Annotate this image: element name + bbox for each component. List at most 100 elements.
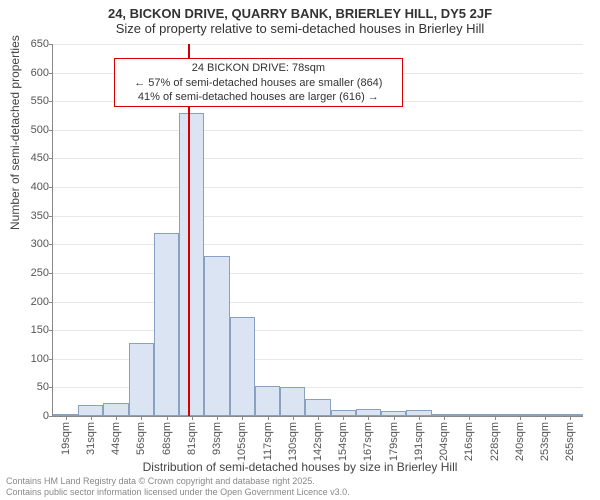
footer-line2: Contains public sector information licen… — [6, 487, 350, 498]
x-tick-mark — [116, 416, 117, 420]
histogram-bar — [129, 343, 154, 416]
footer-line1: Contains HM Land Registry data © Crown c… — [6, 476, 350, 487]
gridline-h — [53, 330, 583, 331]
y-tick-label: 300 — [31, 238, 49, 250]
x-tick-mark — [343, 416, 344, 420]
gridline-h — [53, 158, 583, 159]
x-tick-label: 216sqm — [463, 422, 475, 461]
annotation-box: 24 BICKON DRIVE: 78sqm← 57% of semi-deta… — [114, 58, 403, 107]
y-tick-mark — [49, 130, 53, 131]
gridline-h — [53, 130, 583, 131]
y-tick-label: 0 — [43, 410, 49, 422]
y-tick-label: 550 — [31, 95, 49, 107]
x-tick-label: 105sqm — [236, 422, 248, 461]
x-tick-mark — [394, 416, 395, 420]
annotation-line3: 41% of semi-detached houses are larger (… — [121, 90, 396, 104]
y-tick-mark — [49, 158, 53, 159]
x-tick-label: 130sqm — [287, 422, 299, 461]
y-tick-mark — [49, 244, 53, 245]
x-tick-label: 117sqm — [262, 422, 274, 460]
x-tick-mark — [167, 416, 168, 420]
x-tick-label: 154sqm — [337, 422, 349, 461]
y-tick-mark — [49, 387, 53, 388]
x-tick-mark — [444, 416, 445, 420]
y-tick-label: 350 — [31, 210, 49, 222]
x-tick-label: 228sqm — [489, 422, 501, 461]
y-axis-title: Number of semi-detached properties — [8, 35, 22, 230]
x-tick-label: 204sqm — [438, 422, 450, 461]
y-tick-label: 400 — [31, 181, 49, 193]
gridline-h — [53, 187, 583, 188]
gridline-h — [53, 302, 583, 303]
histogram-bar — [305, 399, 330, 416]
x-tick-label: 167sqm — [362, 422, 374, 461]
y-tick-mark — [49, 44, 53, 45]
histogram-bar — [179, 113, 204, 416]
histogram-bar — [204, 256, 229, 416]
footer-attribution: Contains HM Land Registry data © Crown c… — [6, 476, 350, 498]
x-tick-mark — [192, 416, 193, 420]
x-tick-mark — [268, 416, 269, 420]
x-tick-mark — [545, 416, 546, 420]
gridline-h — [53, 44, 583, 45]
gridline-h — [53, 244, 583, 245]
x-tick-mark — [570, 416, 571, 420]
x-tick-label: 179sqm — [388, 422, 400, 461]
histogram-bar — [103, 403, 128, 416]
y-tick-mark — [49, 273, 53, 274]
x-tick-label: 44sqm — [110, 422, 122, 455]
histogram-bar — [255, 386, 280, 416]
y-tick-label: 250 — [31, 267, 49, 279]
histogram-bar — [78, 405, 103, 416]
x-axis-title: Distribution of semi-detached houses by … — [0, 460, 600, 474]
y-tick-label: 200 — [31, 296, 49, 308]
y-tick-mark — [49, 216, 53, 217]
y-tick-mark — [49, 187, 53, 188]
chart-plot-area: 0501001502002503003504004505005506006501… — [52, 44, 583, 417]
x-tick-label: 56sqm — [135, 422, 147, 455]
y-tick-mark — [49, 359, 53, 360]
x-tick-label: 191sqm — [413, 422, 425, 461]
histogram-bar — [356, 409, 381, 416]
x-tick-label: 19sqm — [60, 422, 72, 455]
x-tick-label: 81sqm — [186, 422, 198, 455]
y-tick-mark — [49, 73, 53, 74]
gridline-h — [53, 273, 583, 274]
x-tick-mark — [520, 416, 521, 420]
x-tick-mark — [217, 416, 218, 420]
x-tick-mark — [469, 416, 470, 420]
x-tick-mark — [368, 416, 369, 420]
x-tick-label: 93sqm — [211, 422, 223, 455]
x-tick-label: 68sqm — [161, 422, 173, 455]
y-tick-label: 500 — [31, 124, 49, 136]
y-tick-mark — [49, 101, 53, 102]
annotation-line1: 24 BICKON DRIVE: 78sqm — [121, 61, 396, 75]
x-tick-label: 253sqm — [539, 422, 551, 461]
x-tick-mark — [318, 416, 319, 420]
histogram-bar — [280, 387, 305, 416]
x-tick-label: 142sqm — [312, 422, 324, 461]
x-tick-mark — [91, 416, 92, 420]
histogram-bar — [230, 317, 255, 416]
x-tick-mark — [293, 416, 294, 420]
x-tick-mark — [66, 416, 67, 420]
x-tick-mark — [419, 416, 420, 420]
x-tick-label: 31sqm — [85, 422, 97, 455]
y-tick-label: 450 — [31, 152, 49, 164]
x-tick-mark — [242, 416, 243, 420]
x-tick-mark — [495, 416, 496, 420]
histogram-bar — [154, 233, 179, 416]
chart-container: 24, BICKON DRIVE, QUARRY BANK, BRIERLEY … — [0, 0, 600, 500]
y-tick-label: 600 — [31, 67, 49, 79]
title-sub: Size of property relative to semi-detach… — [0, 21, 600, 40]
gridline-h — [53, 216, 583, 217]
y-tick-label: 50 — [37, 381, 49, 393]
y-tick-mark — [49, 330, 53, 331]
y-tick-label: 100 — [31, 353, 49, 365]
y-tick-mark — [49, 302, 53, 303]
y-tick-label: 150 — [31, 324, 49, 336]
x-tick-label: 265sqm — [564, 422, 576, 461]
x-tick-label: 240sqm — [514, 422, 526, 461]
title-main: 24, BICKON DRIVE, QUARRY BANK, BRIERLEY … — [0, 0, 600, 21]
y-tick-label: 650 — [31, 38, 49, 50]
